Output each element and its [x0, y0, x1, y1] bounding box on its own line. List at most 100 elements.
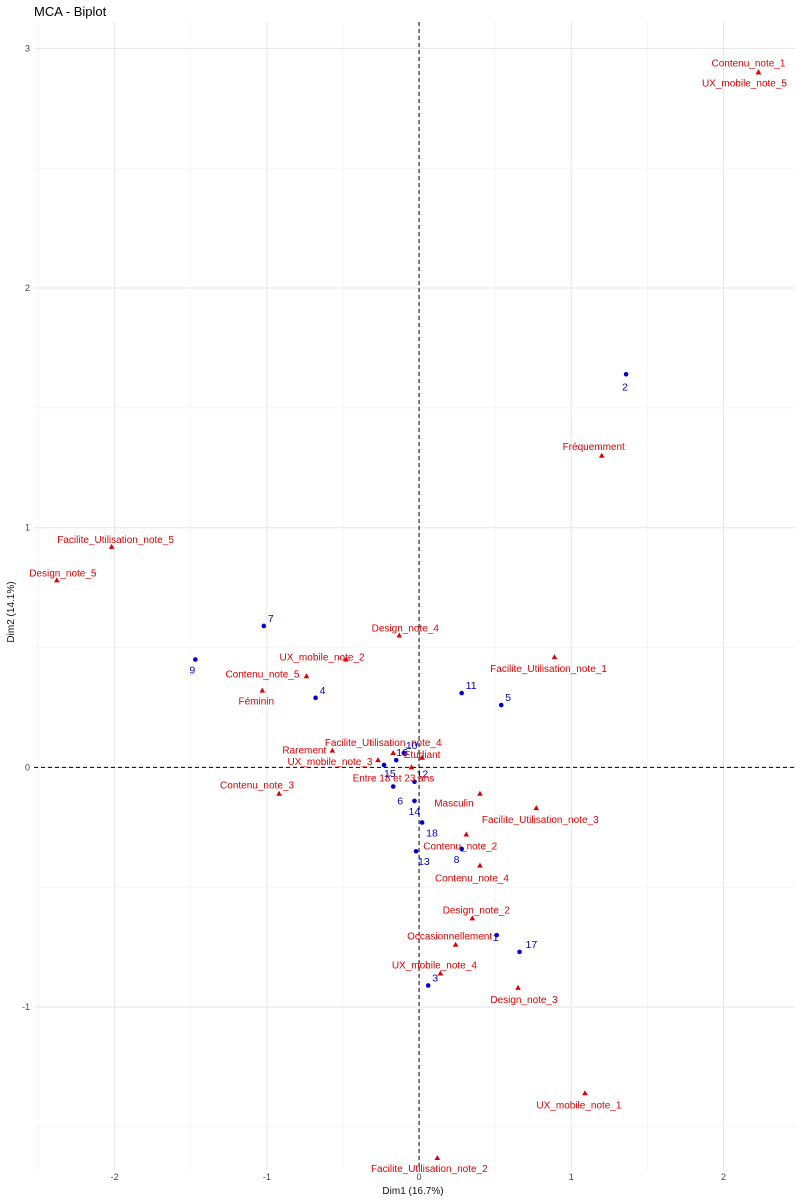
category-point: [419, 754, 425, 760]
individual-point: [313, 695, 318, 701]
category-label: Féminin: [239, 697, 275, 708]
category-label: UX_mobile_note_4: [392, 960, 477, 971]
individual-label: 18: [426, 827, 438, 839]
category-point: [477, 862, 483, 868]
individual-point: [261, 623, 267, 629]
category-label: Masculin: [434, 799, 473, 810]
category-label: Facilite_Utilisation_note_1: [490, 664, 607, 675]
category-point: [259, 687, 266, 693]
category-label: Etudiant: [404, 750, 441, 761]
individual-point: [459, 846, 464, 852]
x-tick-label: 1: [569, 1172, 574, 1182]
individual-point: [193, 657, 198, 662]
category-label: Design_note_3: [490, 995, 558, 1006]
individual-point: [393, 757, 399, 763]
category-point: [390, 749, 396, 755]
category-point: [452, 941, 459, 947]
category-point: [551, 654, 558, 660]
individual-label: 5: [505, 692, 511, 704]
category-point: [533, 805, 540, 811]
individual-point: [401, 750, 407, 756]
individual-point: [517, 949, 522, 955]
x-tick-label: 2: [721, 1172, 726, 1182]
individual-point: [419, 820, 425, 825]
individual-label: 7: [268, 613, 274, 625]
category-label: UX_mobile_note_5: [702, 78, 787, 89]
y-tick-label: -1: [22, 1002, 30, 1012]
category-point: [598, 452, 605, 458]
category-point: [463, 831, 470, 837]
category-label: UX_mobile_note_2: [279, 653, 364, 664]
point-labels: 123456789101112131415161718Contenu_note_…: [29, 58, 787, 1175]
x-tick-label: -2: [111, 1172, 119, 1182]
individual-point: [459, 690, 464, 696]
category-point: [396, 632, 403, 638]
individual-label: 6: [397, 796, 403, 808]
category-label: Facilite_Utilisation_note_2: [371, 1164, 488, 1175]
individual-point: [425, 983, 431, 988]
category-point: [329, 747, 336, 753]
category-label: Design_note_4: [372, 624, 440, 635]
individual-label: 4: [320, 685, 326, 697]
category-point: [437, 970, 444, 976]
category-label: Occasionnellement: [407, 932, 492, 943]
individual-label: 1: [493, 932, 499, 944]
individual-label: 11: [466, 680, 477, 692]
individual-point: [413, 848, 419, 854]
individual-label: 15: [384, 768, 396, 780]
reference-lines: [34, 22, 795, 1170]
individual-label: 3: [432, 972, 438, 984]
category-point: [434, 1155, 441, 1161]
individual-label: 17: [526, 939, 538, 951]
y-tick-label: 0: [25, 762, 30, 772]
category-label: Design_note_5: [29, 568, 97, 579]
individual-point: [412, 779, 417, 785]
category-point: [408, 764, 415, 770]
category-point: [755, 69, 762, 75]
category-label: Contenu_note_2: [423, 841, 497, 852]
points: [54, 69, 762, 1161]
individual-label: 12: [417, 769, 429, 781]
category-label: Contenu_note_4: [435, 874, 509, 885]
individual-label: 2: [622, 381, 628, 393]
category-label: Contenu_note_5: [225, 669, 299, 680]
y-tick-label: 1: [25, 523, 30, 533]
y-tick-label: 3: [25, 43, 30, 53]
category-label: Fréquemment: [563, 442, 625, 453]
category-point: [469, 915, 476, 921]
category-point: [108, 543, 115, 549]
category-point: [54, 577, 60, 583]
individual-point: [498, 702, 504, 708]
category-label: Rarement: [282, 746, 326, 757]
category-point: [375, 757, 381, 763]
individual-point: [381, 762, 387, 768]
y-axis-label: Dim2 (14.1%): [6, 581, 17, 642]
individual-label: 16: [396, 747, 408, 759]
x-tick-label: 0: [417, 1172, 422, 1182]
y-tick-label: 2: [25, 283, 30, 293]
individual-label: 14: [409, 806, 421, 818]
x-axis-label: Dim1 (16.7%): [382, 1186, 443, 1197]
individual-label: 8: [454, 854, 460, 866]
category-point: [276, 790, 282, 796]
individual-label: 13: [418, 856, 430, 868]
individual-point: [494, 932, 499, 938]
category-label: Facilite_Utilisation_note_4: [325, 738, 442, 749]
category-label: Entre 18 et 23 ans: [353, 773, 435, 784]
individual-point: [412, 798, 417, 804]
category-point: [303, 673, 310, 679]
individual-point: [390, 784, 396, 789]
category-label: Contenu_note_1: [711, 58, 785, 69]
category-point: [343, 656, 349, 662]
category-label: Facilite_Utilisation_note_5: [57, 535, 174, 546]
category-point: [477, 790, 483, 796]
individual-label: 10: [406, 740, 418, 752]
category-label: Design_note_2: [443, 905, 511, 916]
individual-label: 9: [189, 665, 195, 677]
category-label: UX_mobile_note_3: [287, 757, 372, 768]
x-tick-label: -1: [263, 1172, 271, 1182]
category-label: Contenu_note_3: [220, 781, 294, 792]
category-point: [582, 1090, 588, 1096]
